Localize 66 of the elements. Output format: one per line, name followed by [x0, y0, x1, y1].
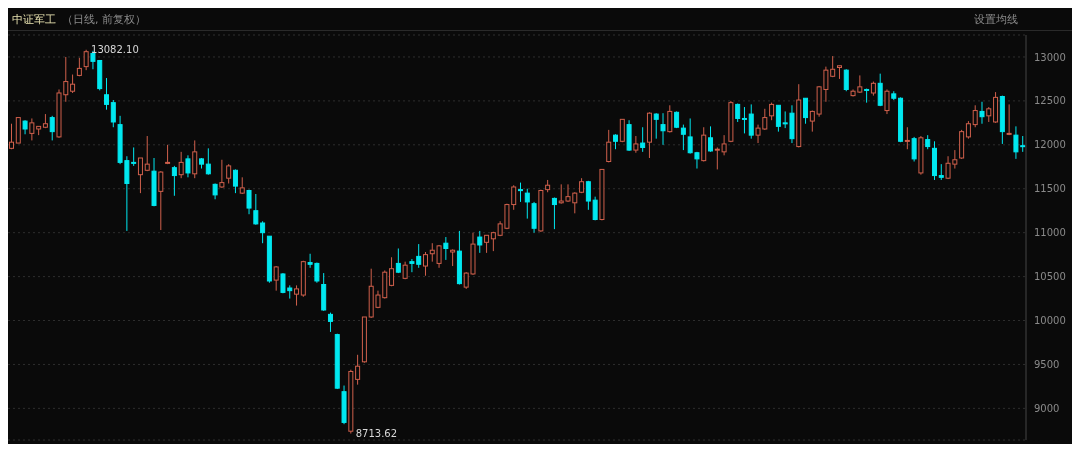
y-tick-label: 10000 — [1034, 315, 1066, 327]
candlestick — [192, 139, 198, 179]
y-tick-label: 9500 — [1034, 359, 1060, 370]
candlestick — [137, 157, 143, 194]
candlestick — [158, 170, 164, 231]
candlestick — [178, 151, 184, 179]
candlestick — [606, 129, 612, 163]
candlestick — [653, 112, 659, 140]
candlestick — [327, 312, 333, 333]
candlestick — [884, 88, 890, 115]
candlestick — [972, 104, 978, 128]
candlestick — [748, 103, 754, 140]
candlestick — [355, 354, 361, 386]
annotation: 8713.62 — [355, 428, 398, 440]
candlestick — [395, 247, 401, 274]
candlestick — [260, 220, 266, 244]
y-tick-label: 11000 — [1034, 227, 1066, 239]
candlestick — [49, 115, 55, 141]
candlestick — [185, 154, 191, 178]
candlestick — [205, 147, 211, 176]
candlestick — [708, 125, 714, 153]
candlestick — [741, 106, 747, 134]
candlestick — [803, 97, 809, 125]
candlestick — [219, 159, 225, 189]
candlestick — [171, 165, 177, 197]
y-tick-label: 12500 — [1034, 95, 1066, 107]
candlestick — [551, 197, 557, 230]
candlestick — [232, 168, 238, 194]
candlestick — [843, 68, 849, 92]
candlestick — [877, 73, 883, 107]
candlestick — [640, 126, 646, 153]
candlestick — [422, 251, 428, 277]
text: 设置均线 — [974, 11, 1018, 27]
chart-subtitle: （日线, 前复权） — [62, 11, 146, 27]
candlestick — [775, 104, 781, 133]
candlestick — [226, 163, 232, 184]
candlestick — [585, 180, 591, 211]
candlestick — [253, 193, 259, 226]
candlestick — [524, 188, 530, 220]
annotation: 13082.10 — [91, 44, 139, 56]
candlestick — [83, 49, 89, 71]
y-tick-label: 9000 — [1034, 402, 1060, 414]
candlestick — [633, 135, 639, 154]
y-tick-label: 10500 — [1034, 271, 1066, 283]
candlestick — [518, 182, 523, 203]
y-tick-label: 12000 — [1034, 139, 1066, 151]
candlestick — [979, 101, 985, 125]
candlestick — [911, 136, 917, 163]
candlestick — [246, 189, 252, 215]
chart-title: 中证军工 — [12, 11, 56, 27]
candlestick — [294, 284, 300, 307]
candlestick — [904, 126, 910, 150]
candlestick — [477, 230, 483, 254]
candlestick — [680, 124, 686, 151]
candlestick — [660, 112, 666, 146]
candlestick — [667, 104, 673, 134]
candlestick — [104, 77, 110, 111]
candlestick — [273, 265, 279, 292]
candlestick — [443, 236, 449, 261]
y-tick-label: 13000 — [1034, 51, 1066, 63]
candlestick — [70, 74, 76, 94]
candlestick — [144, 135, 150, 172]
y-tick-label: 11500 — [1034, 183, 1066, 195]
candlestick — [1006, 103, 1012, 136]
candlestick — [110, 99, 116, 128]
candlestick — [389, 256, 395, 287]
